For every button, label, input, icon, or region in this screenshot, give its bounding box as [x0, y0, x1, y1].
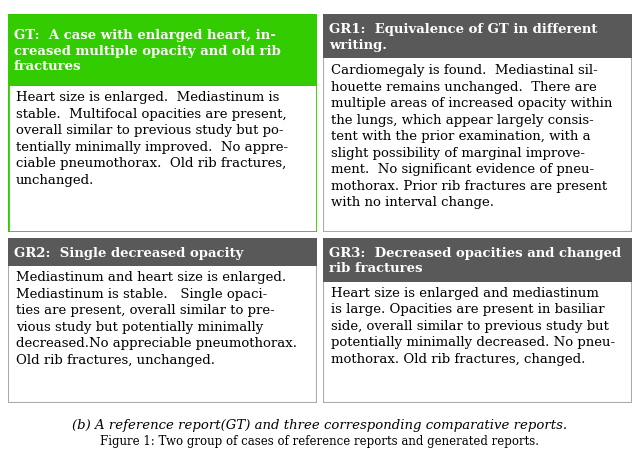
- Text: GR2:  Single decreased opacity: GR2: Single decreased opacity: [14, 246, 243, 259]
- Text: Heart size is enlarged.  Mediastinum is
stable.  Multifocal opacities are presen: Heart size is enlarged. Mediastinum is s…: [16, 91, 288, 187]
- Text: Heart size is enlarged and mediastinum
is large. Opacities are present in basili: Heart size is enlarged and mediastinum i…: [331, 286, 615, 365]
- Text: GT:  A case with enlarged heart, in-
creased multiple opacity and old rib
fractu: GT: A case with enlarged heart, in- crea…: [14, 28, 281, 73]
- Bar: [323, 238, 632, 283]
- Text: GR1:  Equivalence of GT in different
writing.: GR1: Equivalence of GT in different writ…: [329, 22, 597, 51]
- Bar: [323, 15, 632, 59]
- Text: Mediastinum and heart size is enlarged.
Mediastinum is stable.   Single opaci-
t: Mediastinum and heart size is enlarged. …: [16, 271, 297, 366]
- Bar: [8, 238, 317, 267]
- Text: (b) A reference report(GT) and three corresponding comparative reports.: (b) A reference report(GT) and three cor…: [72, 419, 568, 431]
- Bar: [8, 15, 317, 87]
- Text: Figure 1: Two group of cases of reference reports and generated reports.: Figure 1: Two group of cases of referenc…: [100, 435, 540, 448]
- Text: Cardiomegaly is found.  Mediastinal sil-
houette remains unchanged.  There are
m: Cardiomegaly is found. Mediastinal sil- …: [331, 64, 612, 209]
- Text: GR3:  Decreased opacities and changed
rib fractures: GR3: Decreased opacities and changed rib…: [329, 246, 621, 275]
